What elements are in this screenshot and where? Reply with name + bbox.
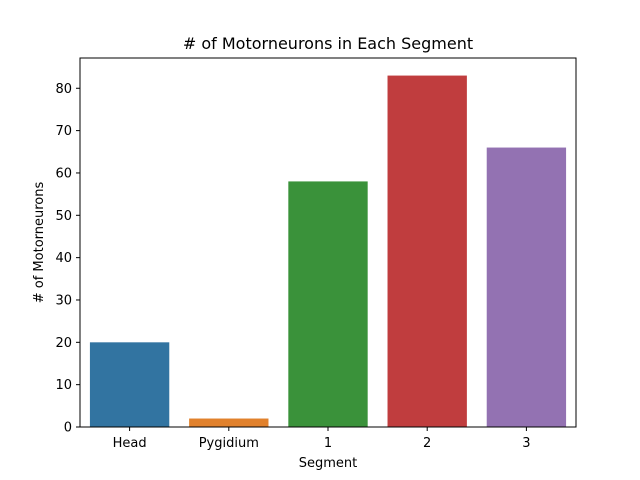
y-tick-label: 10 — [55, 378, 72, 393]
y-tick-label: 20 — [55, 336, 72, 351]
bar-1 — [288, 181, 368, 427]
chart-title: # of Motorneurons in Each Segment — [183, 34, 473, 53]
y-tick-label: 40 — [55, 251, 72, 266]
bar-head — [89, 342, 170, 427]
y-tick-label: 0 — [64, 421, 72, 436]
y-tick-label: 60 — [55, 166, 72, 181]
x-tick-label: 1 — [324, 436, 332, 451]
x-tick-label: 2 — [423, 436, 431, 451]
y-tick-label: 80 — [55, 82, 72, 97]
plot-frame — [79, 57, 577, 428]
x-tick-label: Pygidium — [199, 436, 259, 451]
bars-layer — [89, 75, 567, 428]
y-axis-title: # of Motorneurons — [32, 182, 47, 304]
bar-pygidium — [189, 418, 269, 427]
y-tick-label: 50 — [55, 209, 72, 224]
y-tick-label: 70 — [55, 124, 72, 139]
y-tick-label: 30 — [55, 293, 72, 308]
x-axis-title: Segment — [299, 456, 358, 471]
x-tick-label: 3 — [522, 436, 530, 451]
x-tick-label: Head — [113, 436, 147, 451]
bar-2 — [387, 75, 467, 427]
bar-3 — [486, 147, 567, 428]
